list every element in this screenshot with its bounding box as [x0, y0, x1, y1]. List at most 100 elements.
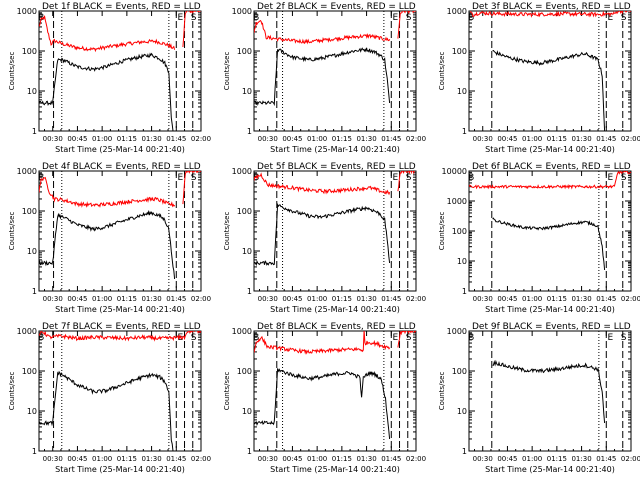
- y-tick-label: 10: [27, 87, 37, 96]
- y-tick-label: 1: [462, 447, 467, 456]
- marker-label-b: B: [38, 333, 44, 343]
- x-tick-label: 01:00: [92, 295, 112, 303]
- y-tick-label: 100: [237, 367, 252, 376]
- marker-label-s: S: [406, 173, 412, 183]
- x-tick-label: 02:00: [621, 135, 640, 143]
- detector-panel: Det 2f BLACK = Events, RED = LLD Counts/s…: [223, 2, 426, 154]
- y-tick-label: 10: [457, 87, 467, 96]
- lld-rate-line: [469, 11, 631, 18]
- x-tick-label: 02:00: [191, 455, 211, 463]
- x-tick-label: 02:00: [621, 455, 640, 463]
- y-tick-label: 100: [452, 47, 467, 56]
- x-tick-label: 01:45: [166, 295, 186, 303]
- x-tick-label: 01:15: [547, 135, 567, 143]
- marker-label-e: E: [393, 173, 399, 183]
- y-tick-label: 100: [237, 47, 252, 56]
- y-tick-label: 1000: [447, 327, 467, 336]
- detector-panel: Det 1f BLACK = Events, RED = LLD Counts/s…: [8, 2, 211, 154]
- x-tick-label: 00:45: [497, 295, 517, 303]
- panel-title: Det 3f BLACK = Events, RED = LLD: [472, 2, 631, 12]
- x-tick-label: 00:45: [67, 135, 87, 143]
- events-rate-line: [254, 202, 391, 266]
- x-tick-label: 01:15: [117, 135, 137, 143]
- y-tick-label: 1000: [232, 167, 252, 176]
- marker-label-s: S: [406, 333, 412, 343]
- x-axis-label: Start Time (25-Mar-14 00:21:40): [270, 465, 400, 474]
- x-tick-label: 01:45: [596, 295, 616, 303]
- x-tick-label: 01:00: [307, 455, 327, 463]
- x-tick-label: 01:45: [381, 135, 401, 143]
- y-tick-label: 1: [32, 127, 37, 136]
- panel-title: Det 8f BLACK = Events, RED = LLD: [257, 322, 416, 332]
- x-tick-label: 02:00: [191, 135, 211, 143]
- x-axis-label: Start Time (25-Mar-14 00:21:40): [55, 305, 185, 314]
- y-tick-label: 1: [462, 287, 467, 296]
- y-tick-label: 1000: [232, 7, 252, 16]
- x-tick-label: 00:45: [282, 455, 302, 463]
- x-tick-label: 00:45: [67, 295, 87, 303]
- y-tick-label: 10: [242, 407, 252, 416]
- plot-frame: [468, 330, 632, 452]
- y-axis-label: Counts/sec: [8, 212, 16, 251]
- y-tick-label: 10: [27, 407, 37, 416]
- x-tick-label: 01:30: [141, 135, 161, 143]
- y-axis-label: Counts/sec: [223, 372, 231, 411]
- x-tick-label: 01:45: [381, 455, 401, 463]
- marker-label-e: E: [393, 13, 399, 23]
- detector-panel: Det 6f BLACK = Events, RED = LLD Counts/s…: [438, 162, 640, 314]
- lld-rate-line: [254, 171, 416, 196]
- lld-rate-line: [39, 11, 201, 53]
- plot-frame: [38, 170, 202, 292]
- y-tick-label: 1: [247, 127, 252, 136]
- marker-label-b: B: [253, 333, 259, 343]
- marker-label-s: S: [191, 13, 197, 23]
- marker-label-s: S: [621, 13, 627, 23]
- events-rate-line: [254, 368, 391, 440]
- x-tick-label: 01:30: [571, 455, 591, 463]
- panel-title: Det 1f BLACK = Events, RED = LLD: [42, 2, 201, 12]
- x-tick-label: 01:30: [141, 455, 161, 463]
- marker-label-e: E: [608, 173, 614, 183]
- plot-frame: [38, 10, 202, 132]
- y-tick-label: 1000: [447, 7, 467, 16]
- y-tick-label: 1: [32, 287, 37, 296]
- y-tick-label: 1: [32, 447, 37, 456]
- events-rate-line: [254, 47, 391, 107]
- y-tick-label: 1: [247, 287, 252, 296]
- y-axis-label: Counts/sec: [8, 52, 16, 91]
- y-tick-label: 10: [457, 257, 467, 266]
- x-axis-label: Start Time (25-Mar-14 00:21:40): [485, 305, 615, 314]
- y-tick-label: 10: [27, 247, 37, 256]
- panel-title: Det 7f BLACK = Events, RED = LLD: [42, 322, 201, 332]
- x-axis-label: Start Time (25-Mar-14 00:21:40): [270, 305, 400, 314]
- plot-frame: [253, 10, 417, 132]
- marker-label-b: B: [253, 13, 259, 23]
- y-tick-label: 100: [452, 227, 467, 236]
- marker-label-e: E: [608, 13, 614, 23]
- lld-rate-line: [254, 11, 416, 45]
- x-tick-label: 00:30: [43, 295, 63, 303]
- x-tick-label: 02:00: [406, 135, 426, 143]
- y-tick-label: 100: [22, 367, 37, 376]
- y-tick-label: 10: [242, 247, 252, 256]
- x-tick-label: 01:30: [141, 295, 161, 303]
- x-axis-label: Start Time (25-Mar-14 00:21:40): [270, 145, 400, 154]
- x-tick-label: 00:45: [282, 135, 302, 143]
- x-tick-label: 01:45: [596, 135, 616, 143]
- y-tick-label: 1: [247, 447, 252, 456]
- x-tick-label: 01:15: [332, 295, 352, 303]
- marker-label-b: B: [468, 333, 474, 343]
- x-tick-label: 00:45: [497, 135, 517, 143]
- y-axis-label: Counts/sec: [438, 372, 446, 411]
- y-tick-label: 100: [22, 47, 37, 56]
- panel-title: Det 2f BLACK = Events, RED = LLD: [257, 2, 416, 12]
- x-tick-label: 00:45: [67, 455, 87, 463]
- panel-title: Det 4f BLACK = Events, RED = LLD: [42, 162, 201, 172]
- y-tick-label: 10: [242, 87, 252, 96]
- marker-label-e: E: [178, 333, 184, 343]
- y-axis-label: Counts/sec: [438, 52, 446, 91]
- y-tick-label: 1000: [17, 167, 37, 176]
- x-tick-label: 01:00: [92, 455, 112, 463]
- events-rate-line: [492, 50, 606, 131]
